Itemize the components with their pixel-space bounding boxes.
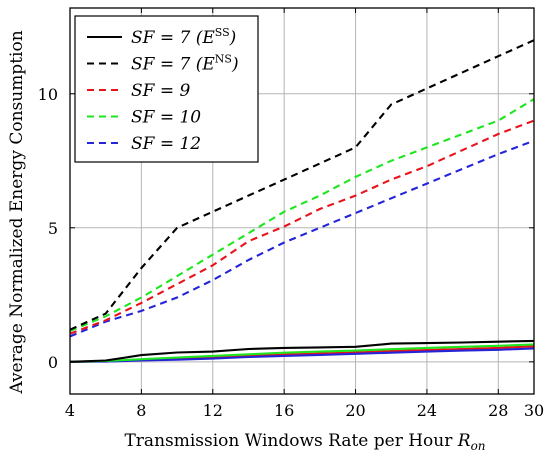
legend-label: SF = 9 bbox=[131, 81, 190, 101]
series-dashed-line-1 bbox=[69, 39, 535, 331]
legend-label: SF = 12 bbox=[131, 134, 201, 154]
x-tick-label: 8 bbox=[136, 401, 146, 420]
x-tick-label: 28 bbox=[488, 401, 508, 420]
y-tick-label: 0 bbox=[48, 353, 58, 372]
x-tick-label: 12 bbox=[203, 401, 223, 420]
x-axis-title: Transmission Windows Rate per Hour Ron bbox=[124, 431, 485, 453]
series-line-0 bbox=[69, 339, 535, 363]
legend-label: SF = 7 (ESS) bbox=[131, 26, 236, 48]
series-dashed-line-2 bbox=[69, 119, 535, 335]
x-tick-label: 16 bbox=[274, 401, 294, 420]
x-axis-title-main: Transmission Windows Rate per Hour bbox=[124, 431, 457, 451]
x-tick-label: 4 bbox=[65, 401, 75, 420]
legend-items: SF = 7 (ESS) SF = 7 (ENS) SF = 9 SF = 10 SF … bbox=[87, 26, 239, 154]
series-layer bbox=[69, 39, 535, 363]
y-axis-title: Average Normalized Energy Consumption bbox=[7, 30, 27, 394]
legend-label: SF = 10 bbox=[131, 108, 201, 128]
legend: SF = 7 (ESS) SF = 7 (ENS) SF = 9 SF = 10 SF … bbox=[74, 15, 259, 163]
series-solid-line-4 bbox=[69, 347, 535, 363]
x-axis-title-subscript: on bbox=[471, 439, 486, 453]
series-dashed-line-3 bbox=[69, 98, 535, 332]
x-axis-title-variable: R bbox=[457, 431, 471, 451]
y-tick-label: 5 bbox=[48, 219, 58, 238]
series-dashed-line-4 bbox=[69, 139, 535, 338]
y-tick-label: 10 bbox=[38, 85, 58, 104]
x-tick-label: 24 bbox=[417, 401, 437, 420]
series-solid-line-3 bbox=[69, 343, 535, 363]
x-tick-label: 30 bbox=[524, 401, 544, 420]
legend-label: SF = 7 (ENS) bbox=[131, 53, 239, 75]
tick-layer: 4 8 12 16 20 24 28 30 0 5 10 bbox=[38, 8, 544, 420]
plot-frame bbox=[69, 7, 535, 395]
x-tick-label: 20 bbox=[345, 401, 365, 420]
